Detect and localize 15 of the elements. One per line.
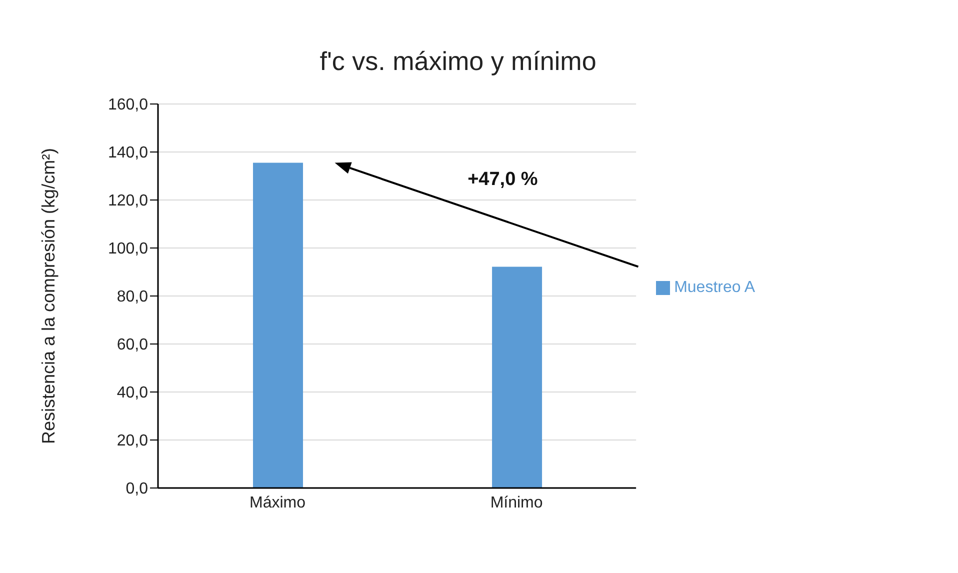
chart-title: f'c vs. máximo y mínimo [318,46,598,77]
y-tick-label: 100,0 [108,240,148,258]
y-tick-label: 40,0 [116,384,148,402]
y-tick-label: 0,0 [126,480,148,498]
y-axis-title: Resistencia a la compresión (kg/cm²) [38,148,58,444]
y-tick-label: 20,0 [116,432,148,450]
x-tick-label: Mínimo [490,494,543,512]
y-tick-label: 140,0 [108,144,148,162]
y-tick-label: 120,0 [108,192,148,210]
y-tick-label: 160,0 [108,96,148,114]
y-tick-label: 60,0 [116,336,148,354]
annotation: +47,0 % [468,168,538,191]
legend-label: Muestreo A [674,279,755,296]
x-tick-label: Máximo [250,494,306,512]
y-tick-label: 80,0 [116,288,148,306]
